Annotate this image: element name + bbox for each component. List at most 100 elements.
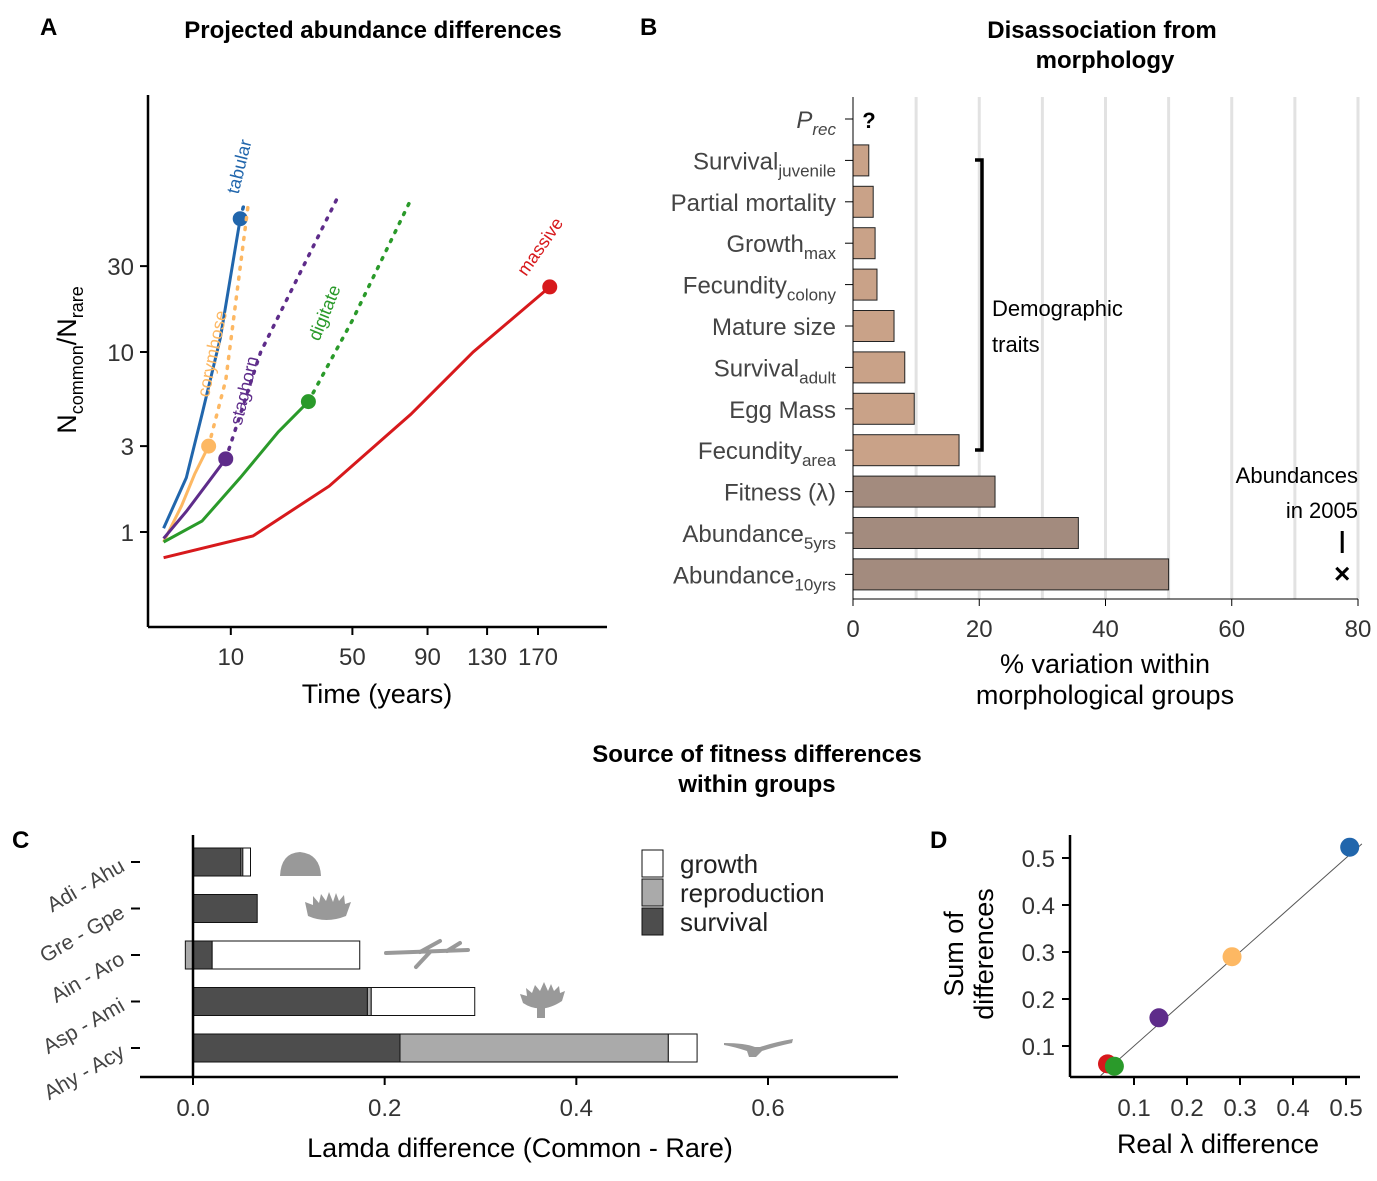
panel-b-bar: [852, 517, 1079, 549]
panel-b-bar: [852, 144, 870, 177]
panel-d-x-label: Real λ difference: [1117, 1129, 1319, 1159]
panel-d-x-tick-label: 0.4: [1276, 1095, 1309, 1122]
panel-c-bar-survival: [192, 847, 242, 877]
panel-c-x-tick-label: 0.0: [176, 1095, 209, 1122]
massive-silhouette-icon: [280, 852, 321, 876]
panel-a-line-corymbose: [162, 445, 210, 543]
panel-b-x-label-line2: morphological groups: [976, 680, 1234, 710]
legend-swatch-survival: [641, 907, 664, 936]
reference-abundance-marker: ×: [1334, 558, 1350, 589]
panel-a: A Projected abundance differences 10 50 90…: [40, 14, 607, 709]
panel-a-y-tick-label: 30: [107, 254, 134, 281]
panel-label-d: D: [930, 827, 947, 854]
panel-b-category-label: Abundance5yrs: [682, 521, 836, 553]
panel-b-category-label: Mature size: [712, 314, 836, 341]
panel-b-bar: [852, 475, 996, 508]
panel-a-projection-corymbose: [206, 198, 251, 448]
panel-b-category-label: Survivaljuvenile: [693, 148, 836, 180]
panel-a-x-tick-label: 170: [518, 644, 558, 671]
panel-c-bar-growth: [211, 940, 361, 970]
legend-label-growth: growth: [680, 849, 758, 879]
panel-b-category-label: Prec: [796, 107, 836, 139]
reference-abundance-label-line2: in 2005: [1286, 498, 1358, 523]
panel-d-y-label-line2: differences: [969, 888, 999, 1020]
panel-a-endpoint-digitate: [300, 394, 316, 410]
figure-subtitle-line2: within groups: [677, 771, 835, 798]
panel-b-bar: [852, 310, 895, 342]
panel-b-category-label: Fitness (λ): [724, 480, 836, 507]
panel-c-bar-survival: [192, 894, 258, 923]
panel-b-x-tick-label: 60: [1218, 616, 1245, 643]
panel-a-x-tick-label: 130: [467, 644, 507, 671]
panel-c-bar-reproduction: [399, 1033, 669, 1063]
panel-a-x-tick-label: 50: [339, 644, 366, 671]
panel-b-category-label: Partial mortality: [671, 190, 836, 217]
panel-d-point-corymbose: [1222, 947, 1242, 967]
panel-a-y-tick-label: 3: [121, 434, 134, 461]
morphology-silhouettes: [280, 852, 793, 1057]
panel-d: D 0.1 0.2 0.3 0.4 0.5 0.1 0.2 0.3 0.4 0.5 Real λ …: [930, 827, 1363, 1159]
panel-b-bar: [852, 185, 874, 218]
panel-a-x-tick-label: 10: [217, 644, 244, 671]
panel-b-category-label: Growthmax: [727, 231, 837, 263]
panel-b-title-line2: morphology: [1036, 47, 1175, 74]
panel-a-endpoint-staghorn: [218, 451, 234, 467]
panel-c-x-tick-label: 0.6: [751, 1095, 784, 1122]
panel-b-bar: [852, 351, 906, 384]
panel-a-series-label-tabular: tabular: [223, 137, 256, 195]
staghorn-silhouette-icon: [384, 939, 470, 969]
tabular-silhouette-icon: [724, 1039, 793, 1057]
panel-b-x-label: % variation within: [1000, 649, 1210, 679]
panel-b-bar: [852, 558, 1170, 591]
panel-b-unknown-marker: ?: [862, 108, 875, 133]
panel-d-point-digitate: [1104, 1056, 1124, 1076]
corymbose-silhouette-icon: [520, 982, 565, 1018]
reference-abundance-label: Abundances: [1236, 463, 1358, 488]
panel-c-bar-survival: [192, 1033, 401, 1063]
panel-label-b: B: [640, 14, 657, 41]
panel-a-y-tick-label: 1: [121, 520, 134, 547]
legend-swatch-reproduction: [641, 878, 664, 907]
panel-a-title: Projected abundance differences: [184, 17, 561, 44]
panel-a-y-label: Ncommon/Nrare: [52, 286, 87, 434]
panel-a-projection-digitate: [306, 198, 413, 404]
figure-subtitle: Source of fitness differences: [592, 741, 921, 768]
panel-d-y-tick-label: 0.4: [1022, 893, 1055, 920]
panel-c-bar-growth: [667, 1033, 698, 1063]
legend-label-reproduction: reproduction: [680, 878, 825, 908]
panel-a-endpoint-tabular: [232, 211, 248, 227]
panel-c-bar-survival: [192, 987, 368, 1016]
panel-b-category-label: Egg Mass: [729, 397, 836, 424]
panel-a-line-tabular: [162, 218, 242, 529]
digitate-silhouette-icon: [305, 892, 351, 920]
panel-b-category-label: Survivaladult: [714, 355, 837, 387]
panel-c-x-tick-label: 0.2: [368, 1095, 401, 1122]
panel-c-bar-growth: [370, 987, 476, 1016]
panel-b-title: Disassociation from: [987, 17, 1216, 44]
panel-label-c: C: [12, 827, 29, 854]
panel-b: B Disassociation from morphology Prec ? Su…: [640, 14, 1371, 710]
panel-a-endpoint-massive: [542, 279, 558, 295]
panel-b-x-tick-label: 20: [966, 616, 993, 643]
panel-a-line-massive: [163, 285, 551, 560]
legend-swatch-growth: [641, 849, 664, 878]
panel-b-category-label: Fecunditycolony: [683, 273, 837, 305]
panel-d-point-staghorn: [1149, 1008, 1169, 1028]
panel-d-point-tabular: [1340, 837, 1360, 857]
panel-a-projection-staghorn: [224, 198, 339, 461]
panel-a-line-digitate: [162, 400, 310, 544]
panel-a-line-staghorn: [162, 457, 228, 540]
panel-c-bar-growth: [242, 847, 251, 877]
panel-b-bar: [852, 227, 876, 260]
panel-a-y-tick-label: 10: [107, 340, 134, 367]
panel-d-x-tick-label: 0.1: [1117, 1095, 1150, 1122]
panel-a-endpoint-corymbose: [201, 438, 217, 454]
panel-b-x-tick-label: 40: [1092, 616, 1119, 643]
panel-d-y-tick-label: 0.3: [1022, 940, 1055, 967]
panel-label-a: A: [40, 14, 57, 41]
panel-b-x-tick-label: 80: [1345, 616, 1372, 643]
demographic-traits-label-line2: traits: [992, 332, 1040, 357]
panel-a-series-label-massive: massive: [513, 214, 567, 280]
